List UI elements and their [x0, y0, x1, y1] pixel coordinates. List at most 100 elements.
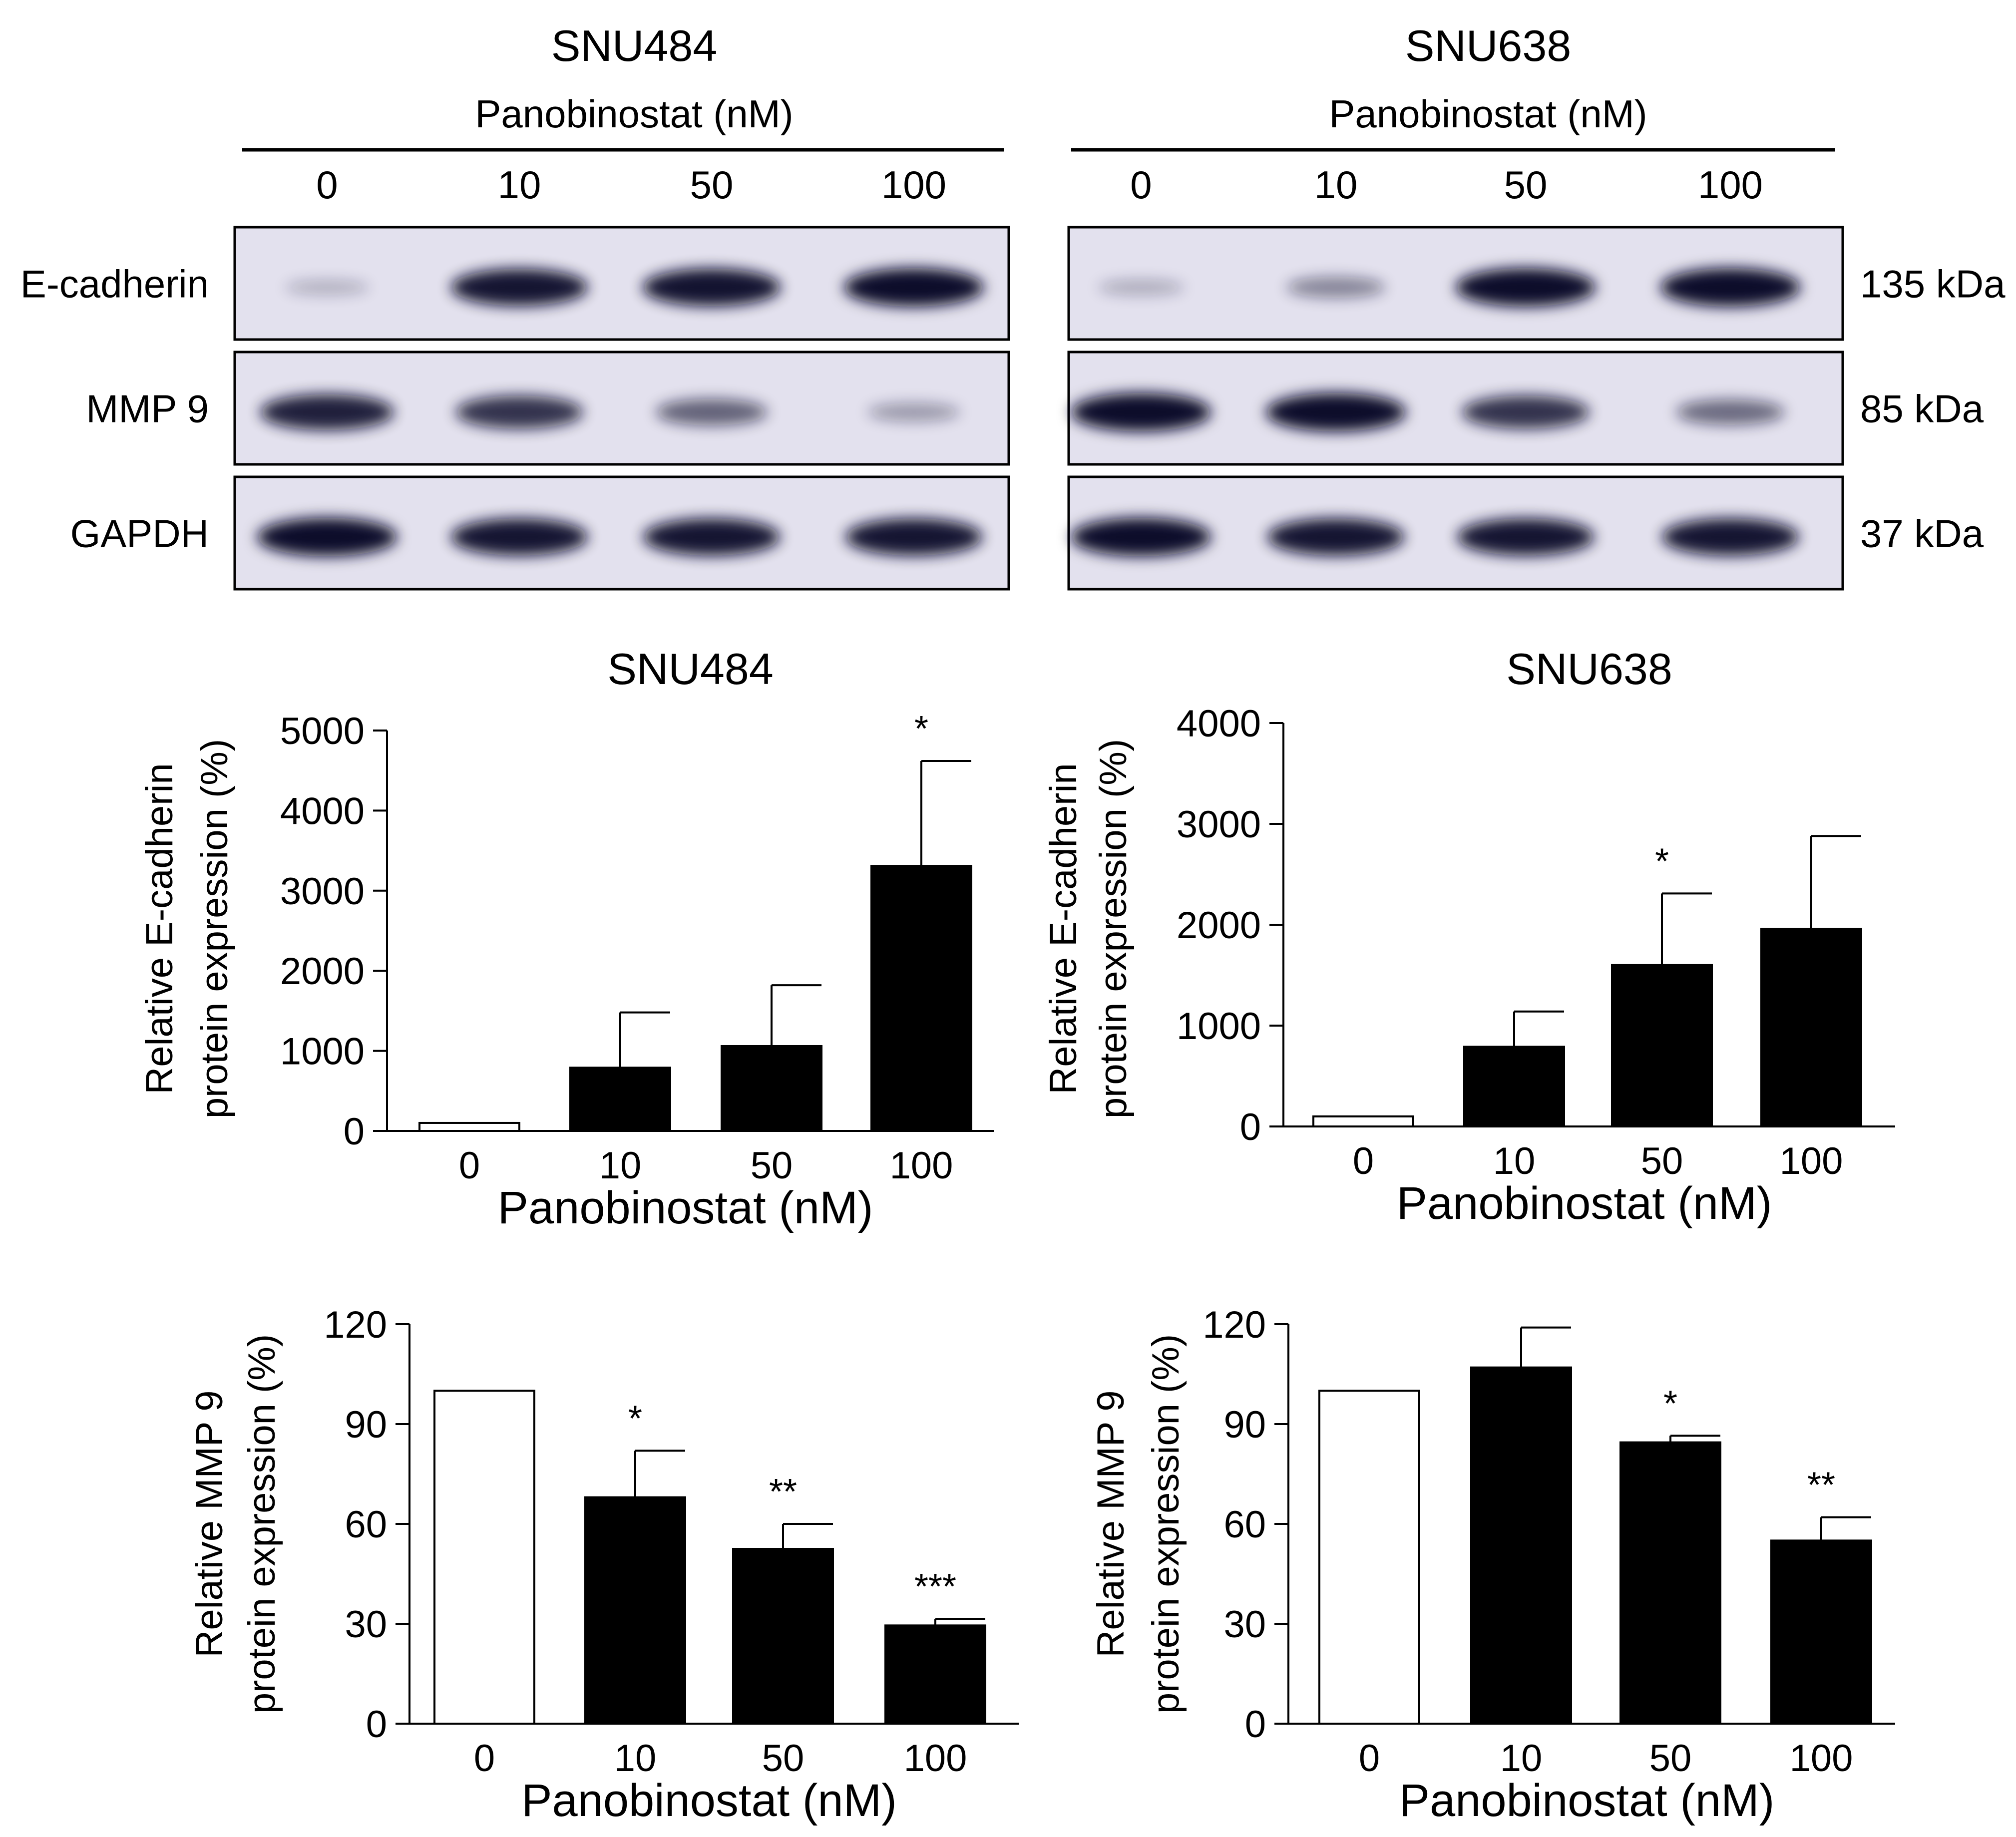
blot-treatment-label: Panobinostat (nM) — [1329, 92, 1647, 136]
x-tick-label: 0 — [1359, 1737, 1380, 1780]
x-tick-label: 50 — [751, 1144, 793, 1187]
x-tick-label: 50 — [1649, 1737, 1692, 1780]
bar — [1760, 928, 1862, 1127]
blot-band — [257, 518, 397, 556]
y-axis-label: protein expression (%) — [193, 739, 236, 1118]
x-tick-label: 0 — [474, 1737, 495, 1780]
y-tick-label: 4000 — [280, 790, 365, 832]
y-tick-label: 0 — [1245, 1703, 1266, 1746]
bar — [418, 1121, 520, 1132]
significance-marker: * — [1663, 1384, 1677, 1424]
blot-protein-label: GAPDH — [70, 512, 209, 556]
y-tick-label: 90 — [345, 1404, 387, 1446]
y-tick-label: 3000 — [280, 870, 365, 913]
y-tick-label: 0 — [366, 1703, 387, 1746]
significance-marker: ** — [769, 1472, 797, 1512]
y-tick-label: 0 — [1240, 1106, 1261, 1148]
blot-lane-label: 100 — [1698, 163, 1763, 207]
blot-band — [844, 268, 984, 307]
blot-band — [1457, 518, 1594, 556]
x-axis-label: Panobinostat (nM) — [521, 1775, 897, 1826]
bar — [1318, 1390, 1420, 1725]
blot-band — [1462, 395, 1590, 429]
bar — [1611, 964, 1713, 1128]
bar — [1312, 1115, 1414, 1128]
blot-band — [1676, 399, 1785, 425]
blot-treatment-label: Panobinostat (nM) — [475, 92, 793, 136]
bar — [1470, 1366, 1572, 1725]
x-axis-label: Panobinostat (nM) — [498, 1182, 873, 1233]
bar — [732, 1548, 834, 1725]
x-axis-label: Panobinostat (nM) — [1399, 1775, 1775, 1826]
x-tick-label: 50 — [1641, 1140, 1683, 1182]
x-tick-label: 100 — [1780, 1140, 1843, 1182]
y-axis-label: Relative MMP 9 — [1090, 1390, 1132, 1657]
bar — [433, 1390, 535, 1725]
y-axis-label: Relative MMP 9 — [188, 1390, 231, 1657]
blot-size-label: 85 kDa — [1860, 387, 1984, 431]
y-tick-label: 30 — [345, 1603, 387, 1646]
bar — [721, 1045, 822, 1132]
blot-band — [642, 268, 781, 307]
blot-band — [1456, 268, 1596, 307]
y-tick-label: 60 — [345, 1503, 387, 1546]
significance-marker: ** — [1807, 1466, 1835, 1505]
x-tick-label: 50 — [762, 1737, 805, 1780]
y-tick-label: 60 — [1223, 1503, 1266, 1546]
y-axis-label: Relative E-cadherin — [1042, 763, 1085, 1094]
blot-lane-label: 0 — [1130, 163, 1152, 207]
significance-marker: *** — [914, 1567, 956, 1607]
blot-band — [1071, 518, 1211, 556]
y-tick-label: 120 — [324, 1304, 387, 1346]
blot-band — [451, 269, 588, 306]
y-tick-label: 4000 — [1177, 703, 1261, 745]
y-tick-label: 1000 — [1177, 1005, 1261, 1048]
blot-band — [845, 518, 982, 556]
bar-chart: SNU638 0 1000 2000 3000 4000 0 10 * 50 100Panobino… — [1042, 644, 1895, 1229]
bar — [584, 1496, 686, 1725]
blot-band — [1267, 518, 1404, 556]
bar — [870, 865, 972, 1132]
x-tick-label: 0 — [1353, 1140, 1374, 1182]
x-tick-label: 10 — [614, 1737, 657, 1780]
blot-lane-label: 10 — [498, 163, 541, 207]
x-tick-label: 10 — [1493, 1140, 1536, 1182]
significance-marker: * — [628, 1399, 642, 1439]
blot-lane-label: 100 — [881, 163, 946, 207]
y-tick-label: 3000 — [1177, 803, 1261, 846]
blot-band — [643, 518, 780, 556]
y-tick-label: 0 — [344, 1110, 365, 1153]
bar — [569, 1067, 671, 1132]
y-axis-label: protein expression (%) — [1092, 739, 1135, 1118]
blot-lane-label: 0 — [316, 163, 338, 207]
y-tick-label: 1000 — [280, 1031, 365, 1073]
blot-band — [1662, 518, 1799, 556]
blot-band — [451, 518, 588, 556]
x-tick-label: 100 — [904, 1737, 967, 1780]
blot-band — [1286, 277, 1386, 298]
x-tick-label: 100 — [890, 1144, 953, 1187]
blot-protein-label: MMP 9 — [86, 387, 209, 431]
y-axis-label: protein expression (%) — [1145, 1334, 1187, 1714]
blot-cell-line-title: SNU638 — [1405, 21, 1572, 70]
blot-band — [455, 395, 583, 429]
blot-band — [656, 398, 768, 426]
y-tick-label: 2000 — [280, 950, 365, 993]
blot-size-label: 135 kDa — [1860, 262, 2006, 306]
blot-band — [260, 394, 394, 430]
significance-marker: * — [1655, 841, 1669, 881]
blot-band — [1098, 279, 1185, 296]
x-tick-label: 0 — [459, 1144, 480, 1187]
y-tick-label: 30 — [1223, 1603, 1266, 1646]
blot-lane-label: 50 — [690, 163, 734, 207]
blot-cell-line-title: SNU484 — [551, 21, 718, 70]
blot-band — [1660, 268, 1800, 307]
y-tick-label: 5000 — [280, 710, 365, 752]
chart-title: SNU638 — [1506, 644, 1672, 694]
bar-chart: 0 30 60 90 120 0 10 * 50 ** 100 Panobinostat (nM) Re… — [1090, 1304, 1895, 1826]
x-axis-label: Panobinostat (nM) — [1397, 1178, 1772, 1229]
blot-band — [1071, 393, 1211, 431]
